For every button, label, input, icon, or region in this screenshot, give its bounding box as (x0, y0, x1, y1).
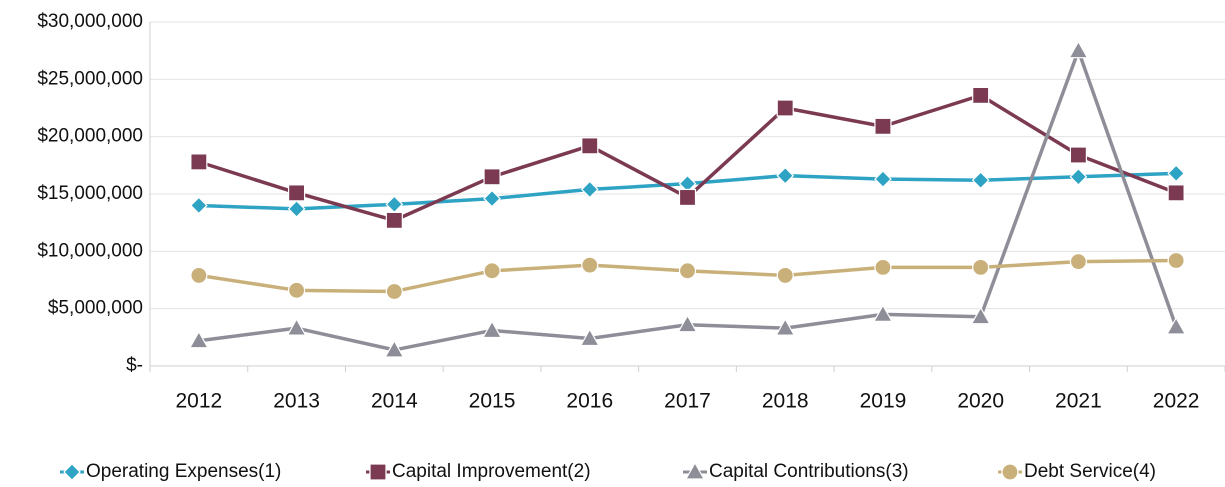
data-point (776, 166, 795, 185)
data-point (483, 189, 501, 208)
data-point (287, 281, 306, 299)
legend-marker (684, 461, 706, 480)
y-tick-label: $15,000,000 (37, 183, 143, 204)
data-point (190, 266, 208, 285)
y-tick-label: $20,000,000 (37, 126, 143, 147)
data-point (384, 339, 405, 358)
data-point (188, 330, 209, 349)
data-point (1068, 40, 1089, 59)
data-point (972, 86, 990, 104)
data-point (970, 306, 991, 325)
legend-label: Debt Service(4) (1024, 461, 1156, 482)
data-point (1167, 164, 1185, 183)
x-tick-label: 2013 (273, 390, 320, 413)
x-tick-label: 2020 (957, 390, 1004, 413)
data-point (972, 258, 990, 276)
data-point (1069, 146, 1088, 164)
data-point (1069, 167, 1088, 186)
x-tick-label: 2021 (1055, 390, 1102, 413)
y-tick-label: $5,000,000 (48, 298, 143, 319)
legend-label: Capital Contributions(3) (709, 461, 909, 482)
data-point (581, 137, 599, 155)
legend-marker (1001, 463, 1019, 481)
y-tick-label: $30,000,000 (37, 11, 143, 32)
x-tick-label: 2022 (1153, 390, 1200, 413)
data-point (776, 266, 794, 285)
data-point (483, 262, 501, 280)
data-point (775, 317, 796, 336)
x-tick-label: 2017 (664, 390, 711, 413)
data-point (190, 196, 208, 215)
data-point (385, 211, 403, 229)
y-tick-label: $- (126, 355, 143, 376)
x-tick-label: 2019 (860, 390, 907, 413)
legend-label: Operating Expenses(1) (86, 461, 281, 482)
data-point (678, 188, 697, 207)
data-point (190, 153, 208, 171)
data-point (385, 282, 403, 301)
data-point (581, 256, 599, 274)
data-point (385, 195, 404, 214)
data-point (482, 320, 503, 339)
legend-label: Capital Improvement(2) (392, 461, 591, 482)
data-point (1069, 253, 1088, 271)
data-point (286, 317, 307, 336)
data-point (579, 328, 600, 347)
x-tick-label: 2014 (371, 390, 418, 413)
x-tick-label: 2018 (762, 390, 809, 413)
data-point (874, 170, 892, 188)
data-point (287, 184, 306, 202)
data-point (677, 314, 698, 333)
x-tick-label: 2016 (566, 390, 613, 413)
data-point (678, 262, 697, 280)
legend-marker (63, 463, 81, 481)
x-tick-label: 2015 (469, 390, 516, 413)
data-point (874, 117, 892, 135)
y-tick-label: $10,000,000 (37, 240, 143, 261)
data-point (483, 168, 501, 186)
data-point (874, 258, 892, 276)
data-point (287, 200, 306, 218)
data-point (971, 171, 990, 190)
data-point (1166, 316, 1187, 335)
x-tick-label: 2012 (176, 390, 223, 413)
legend-marker (369, 463, 387, 481)
y-tick-label: $25,000,000 (37, 68, 143, 89)
data-point (580, 180, 599, 199)
data-point (1167, 251, 1185, 270)
data-point (776, 99, 794, 117)
data-point (1167, 184, 1185, 202)
data-point (872, 304, 893, 322)
